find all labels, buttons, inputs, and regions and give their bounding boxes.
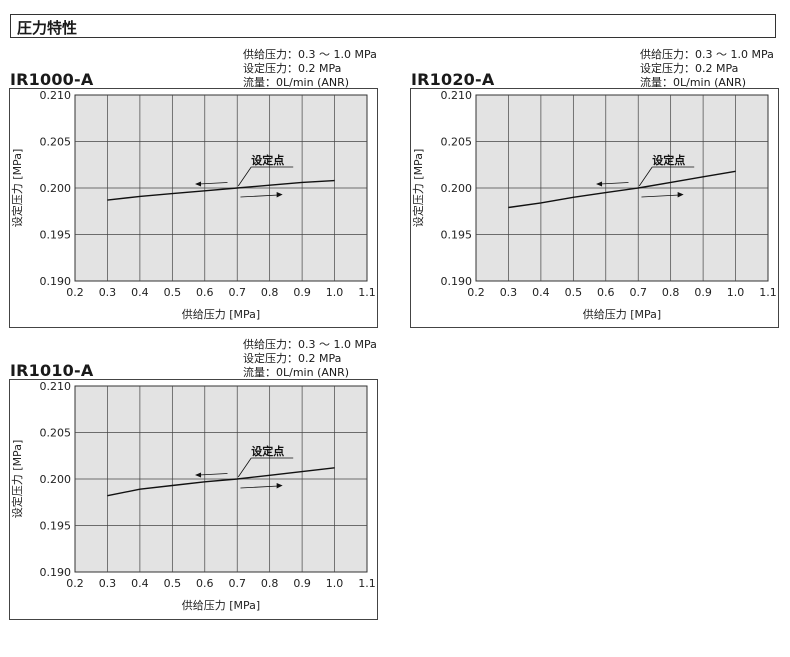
decrease-arrow-shaft bbox=[199, 182, 228, 185]
conditions-ir1000: 供给压力：0.3 ～ 1.0 MPa 设定压力：0.2 MPa 流量：0L/mi… bbox=[243, 48, 377, 90]
x-tick-label: 0.5 bbox=[565, 286, 583, 299]
x-tick-label: 0.2 bbox=[66, 286, 84, 299]
x-tick-label: 0.2 bbox=[467, 286, 485, 299]
y-tick-label: 0.195 bbox=[441, 229, 473, 242]
increase-arrow-shaft bbox=[641, 194, 680, 198]
condition-supply-pressure: 供给压力：0.3 ～ 1.0 MPa bbox=[243, 338, 377, 351]
x-tick-label: 0.7 bbox=[629, 286, 647, 299]
y-axis-title: 设定压力 [MPa] bbox=[411, 149, 425, 227]
decrease-arrow-shaft bbox=[199, 473, 228, 476]
set-point-leader bbox=[237, 457, 252, 478]
x-axis-title: 供给压力 [MPa] bbox=[182, 307, 260, 321]
x-tick-label: 1.1 bbox=[358, 577, 376, 590]
condition-flow: 流量：0L/min (ANR) bbox=[243, 76, 350, 89]
set-point-leader bbox=[237, 166, 252, 187]
x-tick-label: 0.8 bbox=[261, 286, 279, 299]
condition-flow: 流量：0L/min (ANR) bbox=[243, 366, 350, 379]
y-tick-label: 0.210 bbox=[40, 89, 72, 102]
set-point-label: 设定点 bbox=[251, 153, 284, 167]
conditions-ir1010: 供给压力：0.3 ～ 1.0 MPa 设定压力：0.2 MPa 流量：0L/mi… bbox=[243, 338, 377, 380]
decrease-arrow-shaft bbox=[600, 182, 629, 185]
x-tick-label: 1.1 bbox=[358, 286, 376, 299]
x-tick-label: 0.3 bbox=[500, 286, 518, 299]
x-tick-label: 0.6 bbox=[597, 286, 615, 299]
x-tick-label: 0.7 bbox=[228, 286, 246, 299]
x-tick-label: 0.5 bbox=[164, 577, 182, 590]
increase-arrow-head bbox=[276, 483, 283, 489]
model-title-ir1020: IR1020-A bbox=[411, 70, 495, 89]
series-line bbox=[508, 170, 736, 209]
chart-ir1010: 0.2 0.3 0.4 0.5 0.6 0.7 0.8 0.9 1.0 1.1 0.210 0.205… bbox=[10, 380, 376, 612]
y-tick-label: 0.205 bbox=[40, 427, 72, 440]
decrease-arrow-head bbox=[596, 181, 603, 187]
y-tick-label: 0.200 bbox=[40, 473, 72, 486]
x-tick-label: 0.8 bbox=[662, 286, 680, 299]
increase-arrow-head bbox=[677, 192, 684, 198]
chart-panel-ir1010: 0.2 0.3 0.4 0.5 0.6 0.7 0.8 0.9 1.0 1.1 0.210 0.205… bbox=[9, 379, 378, 620]
increase-arrow-head bbox=[276, 192, 283, 198]
y-tick-label: 0.210 bbox=[40, 380, 72, 393]
y-tick-label: 0.200 bbox=[441, 182, 473, 195]
y-tick-label: 0.195 bbox=[40, 229, 72, 242]
condition-set-pressure: 设定压力：0.2 MPa bbox=[243, 352, 342, 365]
condition-flow: 流量：0L/min (ANR) bbox=[640, 76, 747, 89]
model-title-ir1000: IR1000-A bbox=[10, 70, 94, 89]
chart-ir1000: 0.2 0.3 0.4 0.5 0.6 0.7 0.8 0.9 1.0 1.1 0.210 0.205… bbox=[10, 89, 376, 321]
y-tick-label: 0.190 bbox=[441, 275, 473, 288]
x-tick-label: 0.9 bbox=[293, 577, 311, 590]
increase-arrow-shaft bbox=[240, 194, 279, 198]
y-axis-title: 设定压力 [MPa] bbox=[10, 149, 24, 227]
y-tick-label: 0.210 bbox=[441, 89, 473, 102]
condition-set-pressure: 设定压力：0.2 MPa bbox=[243, 62, 342, 75]
x-tick-label: 1.1 bbox=[759, 286, 777, 299]
x-tick-label: 0.8 bbox=[261, 577, 279, 590]
x-tick-label: 0.9 bbox=[293, 286, 311, 299]
set-point-leader bbox=[638, 166, 653, 187]
section-header: 圧力特性 bbox=[10, 14, 776, 38]
y-tick-label: 0.205 bbox=[441, 136, 473, 149]
y-axis-title: 设定压力 [MPa] bbox=[10, 440, 24, 518]
x-tick-label: 0.2 bbox=[66, 577, 84, 590]
y-tick-label: 0.190 bbox=[40, 566, 72, 579]
section-title: 圧力特性 bbox=[17, 19, 78, 37]
x-tick-label: 0.6 bbox=[196, 577, 214, 590]
set-point-label: 设定点 bbox=[251, 444, 284, 458]
increase-arrow-shaft bbox=[240, 485, 279, 489]
condition-supply-pressure: 供给压力：0.3 ～ 1.0 MPa bbox=[243, 48, 377, 61]
conditions-ir1020: 供给压力：0.3 ～ 1.0 MPa 设定压力：0.2 MPa 流量：0L/mi… bbox=[640, 48, 774, 90]
x-tick-label: 0.6 bbox=[196, 286, 214, 299]
set-point-label: 设定点 bbox=[652, 153, 685, 167]
condition-supply-pressure: 供给压力：0.3 ～ 1.0 MPa bbox=[640, 48, 774, 61]
y-tick-label: 0.205 bbox=[40, 136, 72, 149]
x-tick-label: 0.7 bbox=[228, 577, 246, 590]
model-title-ir1010: IR1010-A bbox=[10, 361, 94, 380]
y-tick-label: 0.200 bbox=[40, 182, 72, 195]
x-tick-label: 1.0 bbox=[326, 577, 344, 590]
x-tick-label: 0.4 bbox=[131, 577, 149, 590]
y-tick-label: 0.195 bbox=[40, 520, 72, 533]
series-line bbox=[107, 179, 335, 201]
x-tick-label: 0.5 bbox=[164, 286, 182, 299]
x-tick-label: 0.4 bbox=[131, 286, 149, 299]
x-tick-label: 1.0 bbox=[727, 286, 745, 299]
y-tick-label: 0.190 bbox=[40, 275, 72, 288]
x-axis-title: 供给压力 [MPa] bbox=[182, 598, 260, 612]
chart-ir1020: 0.2 0.3 0.4 0.5 0.6 0.7 0.8 0.9 1.0 1.1 0.210 0.205… bbox=[411, 89, 777, 321]
x-tick-label: 0.4 bbox=[532, 286, 550, 299]
chart-panel-ir1020: 0.2 0.3 0.4 0.5 0.6 0.7 0.8 0.9 1.0 1.1 0.210 0.205… bbox=[410, 88, 779, 328]
decrease-arrow-head bbox=[195, 472, 202, 478]
chart-panel-ir1000: 0.2 0.3 0.4 0.5 0.6 0.7 0.8 0.9 1.0 1.1 0.210 0.205… bbox=[9, 88, 378, 328]
series-line bbox=[107, 467, 335, 497]
condition-set-pressure: 设定压力：0.2 MPa bbox=[640, 62, 739, 75]
x-tick-label: 1.0 bbox=[326, 286, 344, 299]
x-tick-label: 0.3 bbox=[99, 286, 117, 299]
decrease-arrow-head bbox=[195, 181, 202, 187]
x-axis-title: 供给压力 [MPa] bbox=[583, 307, 661, 321]
x-tick-label: 0.9 bbox=[694, 286, 712, 299]
x-tick-label: 0.3 bbox=[99, 577, 117, 590]
